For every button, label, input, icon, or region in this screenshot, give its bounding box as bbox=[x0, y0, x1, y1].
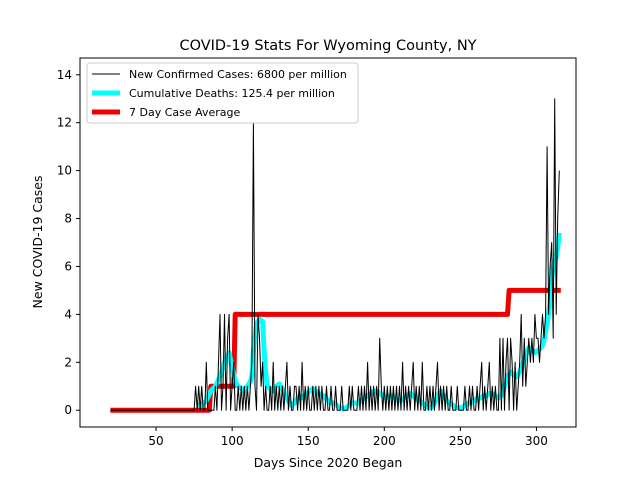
series-line-cumulative-deaths bbox=[197, 232, 562, 412]
y-tick-label: 14 bbox=[57, 68, 72, 82]
y-axis-label: New COVID-19 Cases bbox=[30, 176, 45, 309]
legend-label-7-day-average: 7 Day Case Average bbox=[129, 106, 241, 119]
y-tick-label: 4 bbox=[64, 307, 72, 321]
x-axis-ticks: 50 100 150 200 250 300 bbox=[148, 427, 548, 448]
series-line-new-cases bbox=[110, 98, 560, 411]
y-tick-label: 6 bbox=[64, 259, 72, 273]
chart-title: COVID-19 Stats For Wyoming County, NY bbox=[179, 38, 476, 54]
legend-label-cumulative-deaths: Cumulative Deaths: 125.4 per million bbox=[129, 87, 335, 100]
legend: New Confirmed Cases: 6800 per million Cu… bbox=[86, 62, 359, 124]
y-tick-label: 12 bbox=[57, 116, 72, 130]
x-tick-label: 200 bbox=[373, 434, 396, 448]
x-tick-label: 50 bbox=[148, 434, 163, 448]
x-tick-label: 300 bbox=[525, 434, 548, 448]
x-tick-label: 150 bbox=[297, 434, 320, 448]
x-axis-label: Days Since 2020 Began bbox=[254, 455, 403, 470]
y-tick-label: 10 bbox=[57, 164, 72, 178]
y-tick-label: 8 bbox=[64, 212, 72, 226]
x-tick-label: 100 bbox=[221, 434, 244, 448]
x-tick-label: 250 bbox=[449, 434, 472, 448]
legend-box bbox=[86, 62, 359, 124]
series-layer bbox=[110, 98, 562, 413]
series-line-7-day-average bbox=[110, 287, 561, 413]
legend-label-new-cases: New Confirmed Cases: 6800 per million bbox=[129, 68, 347, 81]
y-tick-label: 0 bbox=[64, 403, 72, 417]
y-axis-ticks: 0 2 4 6 8 10 12 14 bbox=[57, 68, 80, 417]
plot-area: 50 100 150 200 250 300 0 2 4 6 8 10 12 14 bbox=[57, 57, 577, 448]
y-tick-label: 2 bbox=[64, 355, 72, 369]
axes-frame bbox=[79, 57, 577, 428]
